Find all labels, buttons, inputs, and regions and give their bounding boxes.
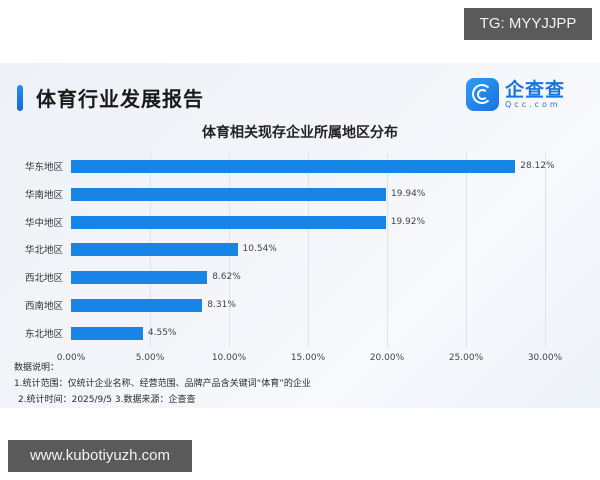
bar: [71, 160, 516, 173]
bar-value-label: 19.94%: [391, 188, 426, 199]
data-notes: 数据说明： 1.统计范围：仅统计企业名称、经营范围、品牌产品含关键词“体育”的企…: [14, 360, 311, 408]
notes-time-source: 2.统计时间：2025/9/5 3.数据来源：企查查: [18, 395, 196, 405]
bar-value-label: 28.12%: [520, 161, 555, 171]
report-title: 体育行业发展报告: [36, 87, 204, 111]
x-tick-label: 15.00%: [290, 353, 326, 363]
x-tick-label: 0.00%: [56, 353, 86, 363]
category-label: 华北地区: [24, 245, 63, 257]
bar: [71, 326, 143, 340]
bar: [71, 243, 238, 257]
title-accent-bar: [17, 85, 23, 111]
category-label: 东北地区: [24, 328, 63, 340]
bar-value-label: 8.31%: [207, 300, 236, 310]
bar-value-label: 8.62%: [212, 272, 241, 283]
x-tick-label: 20.00%: [369, 353, 405, 363]
gridline: [387, 153, 388, 348]
category-label: 华中地区: [24, 217, 63, 229]
x-tick-label: 25.00%: [448, 353, 484, 363]
category-label: 西北地区: [24, 273, 63, 285]
watermark-tg: TG: MYYJJPP: [464, 8, 592, 40]
category-label: 西南地区: [24, 301, 63, 312]
bar-value-label: 19.92%: [390, 216, 426, 227]
report-card: 体育行业发展报告 企查查 Qcc.com 体育相关现存企业所属地区分布 华东地区…: [0, 63, 600, 408]
bar: [71, 299, 203, 312]
category-label: 华东地区: [24, 162, 63, 173]
bar-value-label: 10.54%: [242, 244, 277, 255]
qcc-logo-icon: [466, 78, 499, 111]
notes-heading: 数据说明：: [14, 363, 60, 373]
logo-name-en: Qcc.com: [505, 99, 561, 109]
gridline: [466, 153, 467, 348]
x-tick-label: 10.00%: [211, 353, 247, 363]
notes-scope: 1.统计范围：仅统计企业名称、经营范围、品牌产品含关键词“体育”的企业: [14, 379, 311, 389]
gridline: [308, 153, 309, 348]
category-label: 华南地区: [24, 189, 63, 201]
x-tick-label: 30.00%: [527, 353, 563, 363]
x-tick-label: 5.00%: [135, 353, 165, 363]
bar: [71, 215, 386, 229]
bar-value-label: 4.55%: [147, 327, 177, 338]
bar: [71, 271, 208, 285]
logo-name-cn: 企查查: [505, 78, 566, 101]
bar-chart-plot: 华东地区 28.12% 华南地区 19.94% 华中地区 19.92% 华北地区 10.54%…: [25, 153, 555, 348]
qcc-logo: 企查查 Qcc.com: [466, 78, 565, 111]
gridline: [545, 153, 546, 348]
chart-title: 体育相关现存企业所属地区分布: [202, 125, 398, 141]
watermark-url: www.kubotiyuzh.com: [8, 440, 192, 472]
bar: [71, 187, 387, 201]
